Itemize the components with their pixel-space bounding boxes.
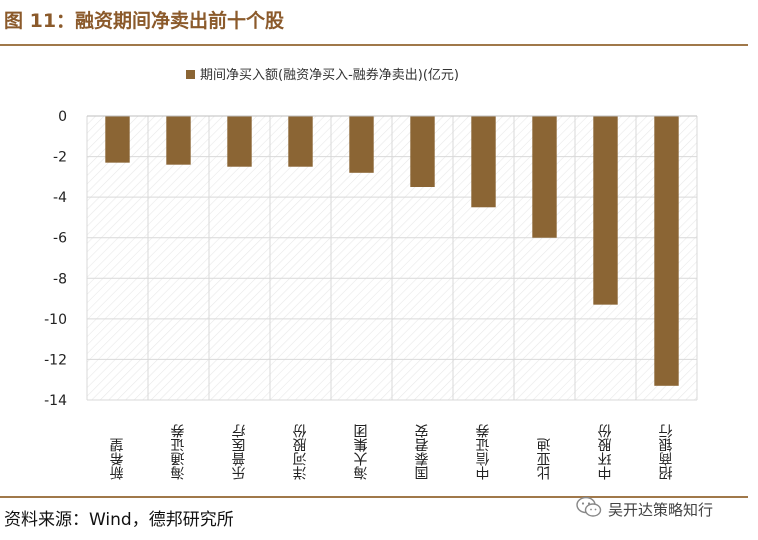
wechat-icon <box>576 496 602 522</box>
y-tick-label: -14 <box>44 393 67 409</box>
bar <box>288 116 313 167</box>
bar <box>166 116 191 165</box>
bar <box>227 116 252 167</box>
y-tick-label: -6 <box>53 231 67 247</box>
x-tick-label: 海大集团 <box>354 424 370 480</box>
plot-area: 0 -2 -4 -6 -8 -10 -12 -14 新希望 海通证券 乐普医疗 洋河股份 海大集团 国泰君… <box>44 109 698 480</box>
x-tick-label: 乐普医疗 <box>232 424 248 480</box>
legend-swatch <box>186 70 195 79</box>
y-tick-label: -10 <box>44 312 67 328</box>
x-tick-label: 中环股份 <box>598 423 614 480</box>
x-tick-label: 中信证券 <box>476 423 492 480</box>
y-tick-label: -8 <box>53 271 67 287</box>
bar <box>593 116 618 305</box>
x-tick-label: 海通证券 <box>171 423 187 480</box>
title-divider <box>0 44 748 46</box>
bar <box>349 116 374 173</box>
legend-label: 期间净买入额(融资净买入-融券净卖出)(亿元) <box>200 67 459 83</box>
x-tick-label: 洋河股份 <box>293 423 309 480</box>
x-tick-label: 国泰君安 <box>415 424 431 480</box>
watermark-text: 吴开达策略知行 <box>608 500 714 519</box>
y-tick-label: 0 <box>58 109 67 125</box>
bar <box>471 116 496 208</box>
x-tick-label: 招商银行 <box>659 423 675 480</box>
y-tick-label: -4 <box>53 190 67 206</box>
figure-title: 图 11：融资期间净卖出前十个股 <box>4 10 285 32</box>
bar <box>105 116 130 163</box>
bar <box>654 116 679 386</box>
x-tick-label: 比亚迪 <box>537 437 553 480</box>
chart-legend: 期间净买入额(融资净买入-融券净卖出)(亿元) <box>186 67 459 83</box>
y-tick-label: -12 <box>44 352 67 368</box>
x-tick-label: 新希望 <box>110 438 126 480</box>
bar <box>532 116 557 238</box>
source-note: 资料来源：Wind，德邦研究所 <box>4 510 234 530</box>
bar-chart: 期间净买入额(融资净买入-融券净卖出)(亿元) 0 -2 -4 -6 -8 -10 -12 -… <box>44 67 698 480</box>
watermark: 吴开达策略知行 <box>576 496 713 522</box>
footer-divider <box>0 496 748 498</box>
y-tick-label: -2 <box>53 150 67 166</box>
bar <box>410 116 435 187</box>
